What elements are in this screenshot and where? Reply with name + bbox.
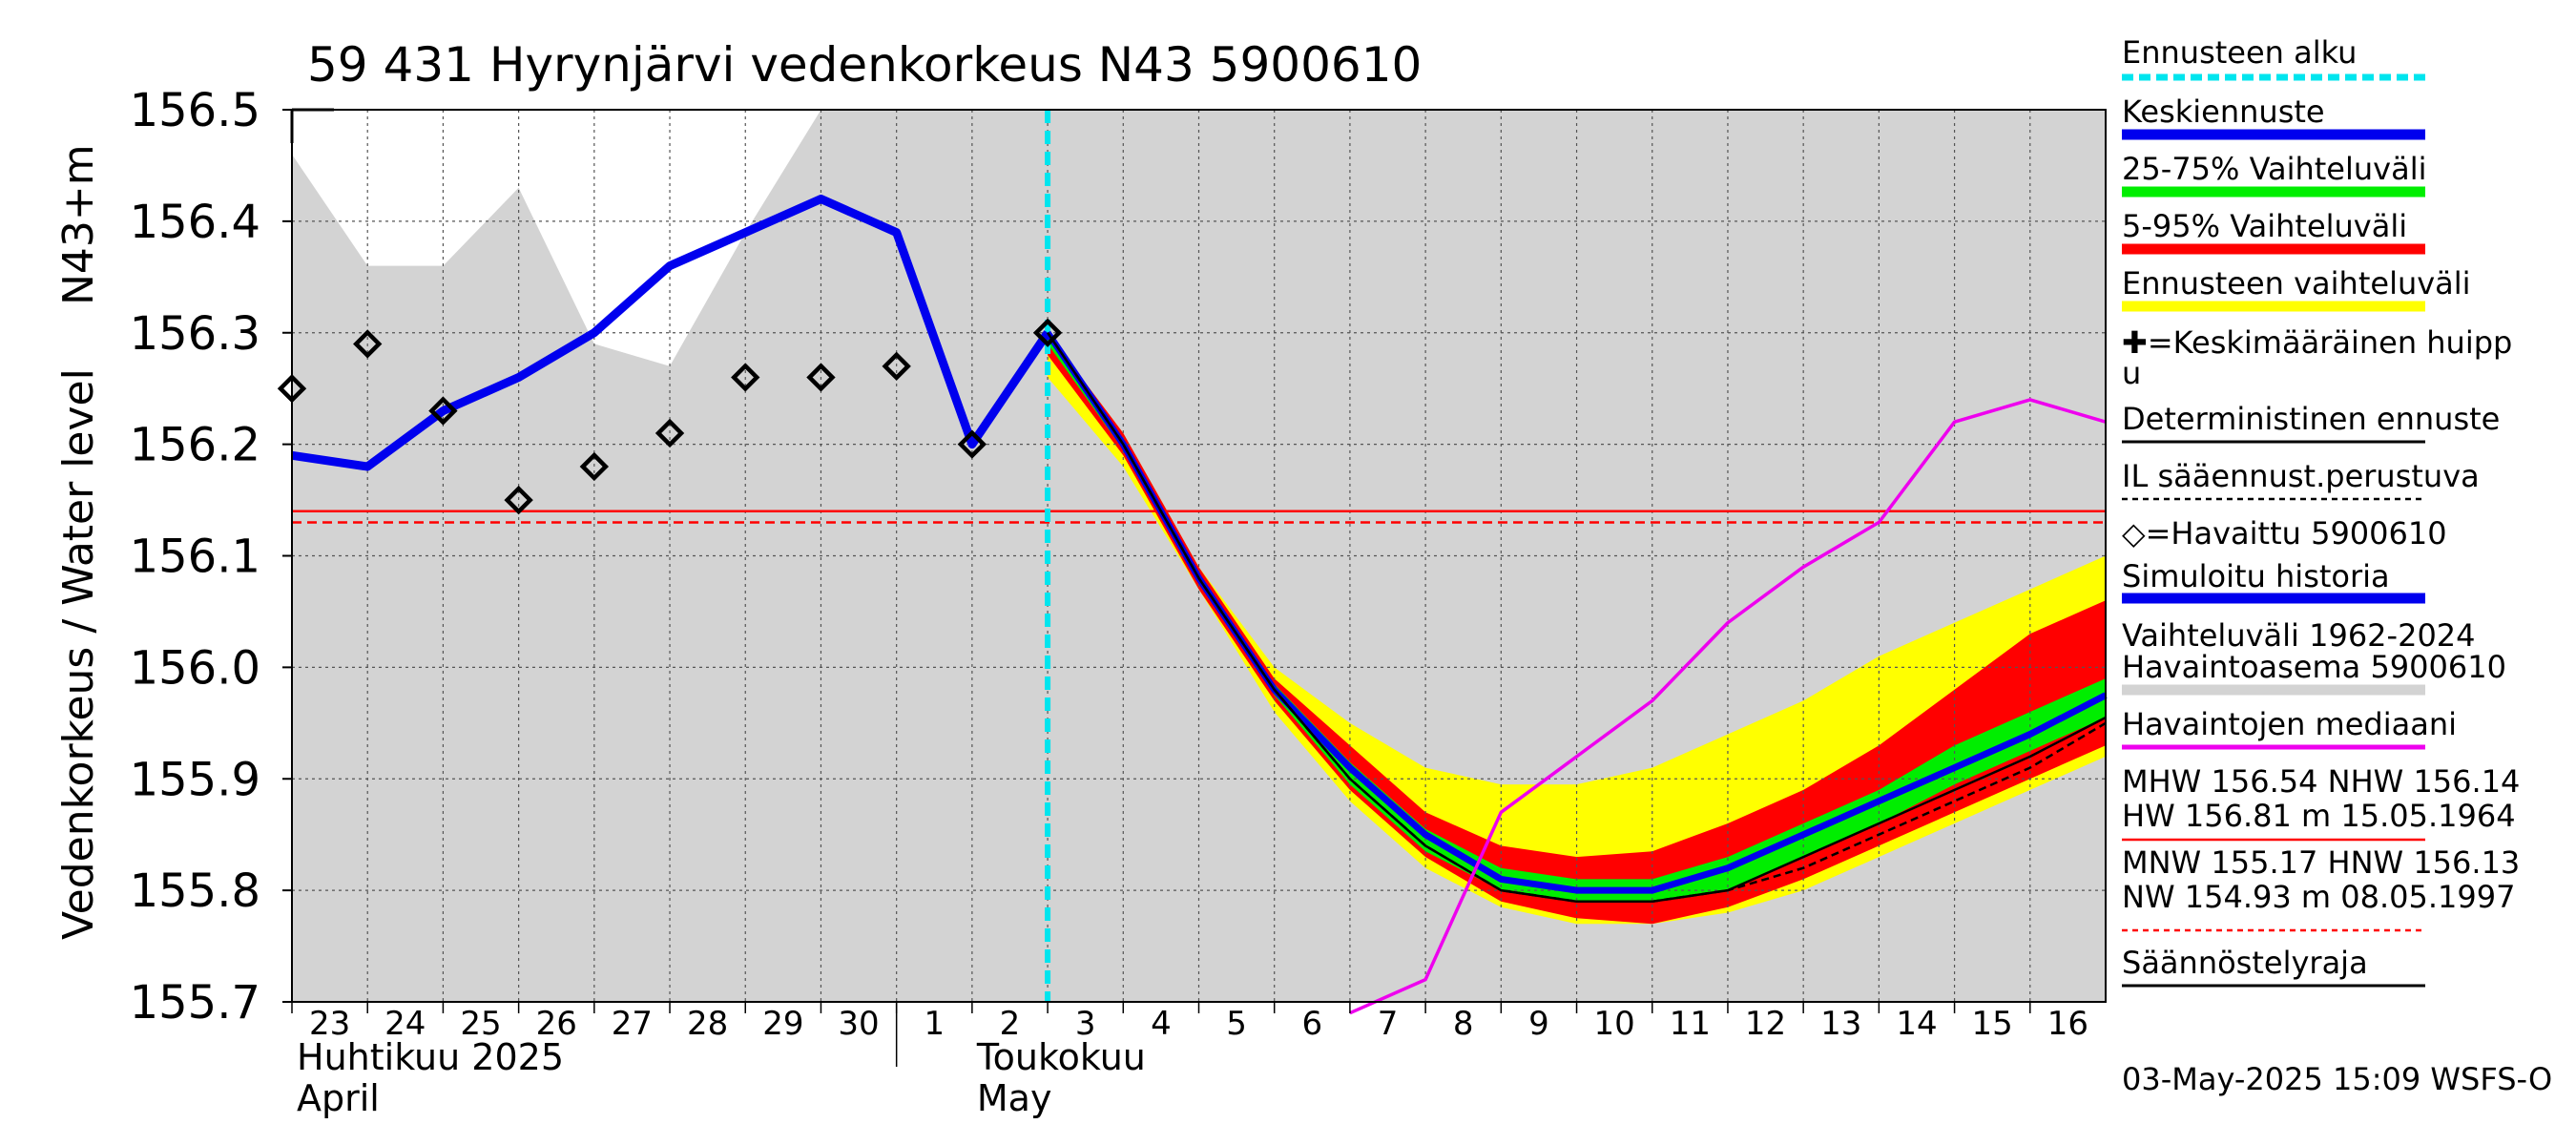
observed-point	[428, 396, 458, 426]
observed-point	[1032, 318, 1063, 347]
x-day-label: 3	[1075, 1005, 1096, 1043]
reference-lines-layer	[292, 110, 2106, 1002]
x-day-label: 27	[612, 1005, 653, 1043]
observed-point	[504, 485, 533, 515]
y-tick-label: 155.9	[130, 753, 260, 806]
x-day-label: 13	[1820, 1005, 1861, 1043]
legend: Ennusteen alku Keskiennuste 25-75% Vaihtel…	[2122, 34, 2520, 988]
observed-point	[579, 451, 610, 482]
x-day-label: 30	[838, 1005, 879, 1043]
legend-label: ◇=Havaittu 5900610	[2122, 515, 2447, 552]
legend-label: MNW 155.17 HNW 156.13	[2122, 844, 2520, 881]
footer-timestamp: 03-May-2025 15:09 WSFS-O	[2122, 1061, 2552, 1097]
legend-label: Ennusteen alku	[2122, 34, 2357, 71]
x-day-label: 25	[460, 1005, 501, 1043]
x-day-label: 24	[384, 1005, 426, 1043]
observed-point	[882, 351, 911, 381]
x-day-label: 4	[1151, 1005, 1172, 1043]
legend-label: MHW 156.54 NHW 156.14	[2122, 763, 2520, 800]
y-tick-label: 156.2	[130, 419, 260, 472]
y-tick-label: 156.4	[130, 196, 260, 249]
series-line-2	[1047, 331, 2107, 904]
x-day-label: 14	[1896, 1005, 1937, 1043]
y-tick-label: 156.0	[130, 641, 260, 695]
month-label-fi: Huhtikuu 2025	[297, 1036, 564, 1078]
legend-label: Vaihteluväli 1962-2024	[2122, 617, 2476, 654]
x-day-label: 28	[687, 1005, 728, 1043]
legend-label-2: NW 154.93 m 08.05.1997	[2122, 879, 2515, 915]
y-tick-label: 156.1	[130, 531, 260, 584]
observed-point	[731, 363, 760, 392]
chart-title: 59 431 Hyrynjärvi vedenkorkeus N43 59006…	[307, 37, 1422, 93]
x-day-label: 7	[1378, 1005, 1399, 1043]
x-day-label: 23	[309, 1005, 350, 1043]
observed-point	[806, 363, 836, 392]
legend-label-2: Havaintoasema 5900610	[2122, 649, 2506, 685]
grid-layer	[292, 110, 2106, 1002]
x-day-label: 2	[1000, 1005, 1021, 1043]
x-day-label: 12	[1745, 1005, 1786, 1043]
observed-point	[353, 329, 383, 359]
legend-label: 5-95% Vaihteluväli	[2122, 208, 2407, 244]
legend-label: 25-75% Vaihteluväli	[2122, 151, 2426, 187]
y-tick-label: 156.5	[130, 84, 260, 137]
x-day-label: 16	[2047, 1005, 2088, 1043]
x-day-label: 1	[924, 1005, 945, 1043]
legend-label: Keskiennuste	[2122, 94, 2325, 130]
series-line-0	[291, 195, 1051, 471]
legend-label: ✚=Keskimääräinen huipp	[2122, 324, 2512, 361]
legend-label: IL sääennust.perustuva	[2122, 458, 2480, 494]
x-day-label: 5	[1226, 1005, 1247, 1043]
legend-label: Ennusteen vaihteluväli	[2122, 265, 2471, 302]
observed-point	[654, 418, 685, 448]
legend-label: Havaintojen mediaani	[2122, 706, 2457, 742]
legend-label: Säännöstelyraja	[2122, 945, 2368, 981]
y-axis-unit-label: N43+m	[54, 144, 103, 305]
legend-label-2: u	[2122, 355, 2141, 391]
x-day-label: 11	[1670, 1005, 1711, 1043]
series-layer	[291, 195, 2108, 1015]
observed-point	[957, 429, 987, 459]
x-day-label: 29	[762, 1005, 803, 1043]
legend-label: Deterministinen ennuste	[2122, 401, 2500, 437]
x-day-label: 9	[1528, 1005, 1549, 1043]
month-label-en: April	[297, 1077, 380, 1119]
legend-label: Simuloitu historia	[2122, 558, 2390, 594]
band-2	[1048, 332, 2106, 925]
x-day-label: 26	[536, 1005, 577, 1043]
y-tick-label: 156.3	[130, 307, 260, 361]
axes-layer: 155.7 155.8 155.9 156.0 156.1 156.2 156.3 156.4…	[130, 84, 2107, 1119]
y-axis-label: Vedenkorkeus / Water level	[54, 368, 103, 940]
y-tick-label: 155.8	[130, 864, 260, 918]
month-label-fi: Toukokuu	[976, 1036, 1146, 1078]
x-day-label: 15	[1972, 1005, 2013, 1043]
month-label-en: May	[977, 1077, 1052, 1119]
x-day-label: 10	[1594, 1005, 1635, 1043]
legend-label-2: HW 156.81 m 15.05.1964	[2122, 798, 2516, 834]
x-day-label: 8	[1453, 1005, 1474, 1043]
series-line-4	[1349, 398, 2107, 1015]
y-tick-label: 155.7	[130, 976, 260, 1030]
x-day-label: 6	[1301, 1005, 1322, 1043]
